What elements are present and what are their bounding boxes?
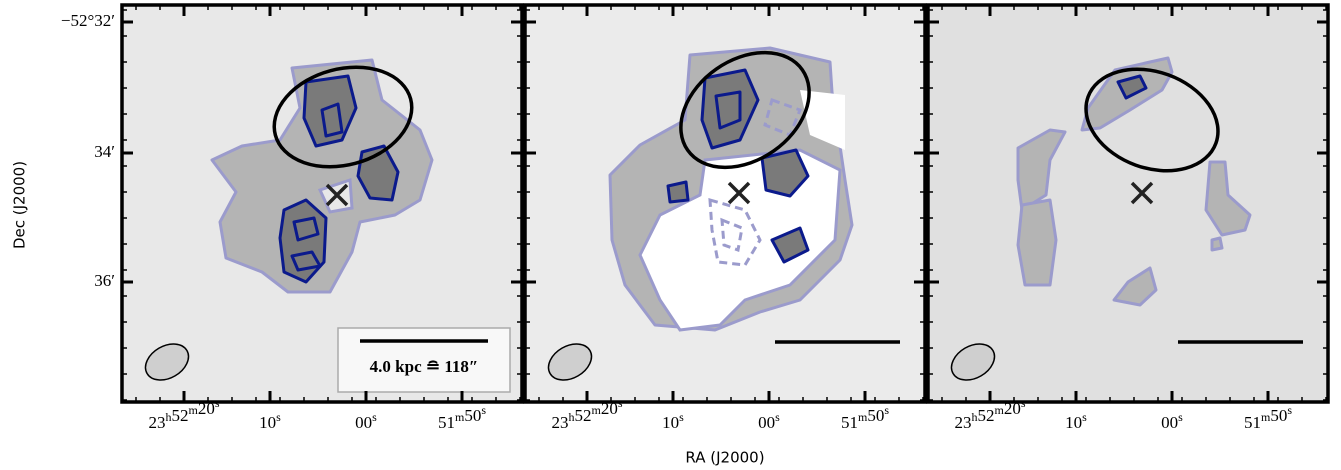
tick-unit: m [591, 403, 601, 417]
y-tick-label: −52°32′ [61, 11, 115, 30]
tick-number: 51 [438, 413, 455, 432]
tick-unit: h [165, 410, 171, 424]
panel-2-map [547, 46, 900, 381]
panel-3-map [950, 56, 1303, 381]
tick-unit: s [1287, 403, 1292, 417]
tick-unit: h [971, 410, 977, 424]
tick-number: 23 [551, 413, 568, 432]
tick-number: 00 [1161, 413, 1178, 432]
y-axis-title: Dec (J2000) [11, 161, 29, 249]
tick-unit: m [188, 403, 198, 417]
tick-number: 23 [954, 413, 971, 432]
tick-unit: m [455, 410, 465, 424]
tick-unit: m [858, 410, 868, 424]
tick-unit: m [994, 403, 1004, 417]
x-tick-label: 00s [1161, 410, 1183, 432]
tick-unit: s [1178, 410, 1183, 424]
tick-number: 52 [171, 406, 188, 425]
x-tick-label: 51m50s [841, 403, 889, 432]
x-tick-label: 10s [259, 410, 281, 432]
x-tick-label: 10s [662, 410, 684, 432]
tick-unit: s [372, 410, 377, 424]
tick-unit: s [481, 403, 486, 417]
tick-unit: s [679, 410, 684, 424]
tick-unit: s [775, 410, 780, 424]
scalebar-label: 4.0 kpc ≘ 118″ [370, 357, 479, 376]
x-tick-label: 51m50s [1244, 403, 1292, 432]
tick-number: 23 [148, 413, 165, 432]
panel-frame [120, 3, 524, 404]
tick-number: 00 [758, 413, 775, 432]
x-axis-title: RA (J2000) [685, 449, 764, 467]
tick-unit: s [1082, 410, 1087, 424]
panel-1-map: 4.0 kpc ≘ 118″ [144, 58, 511, 393]
panel-frame [926, 3, 1330, 404]
tick-unit: m [1261, 410, 1271, 424]
y-tick-label: 36′ [94, 271, 115, 290]
x-tick-label: 00s [758, 410, 780, 432]
tick-number: 00 [355, 413, 372, 432]
tick-number: 10 [1065, 413, 1082, 432]
panel-frame [523, 3, 927, 404]
tick-number: 51 [841, 413, 858, 432]
tick-number: 50 [867, 406, 884, 425]
x-tick-label: 00s [355, 410, 377, 432]
x-tick-label: 51m50s [438, 403, 486, 432]
tick-number: 10 [662, 413, 679, 432]
tick-unit: h [568, 410, 574, 424]
tick-unit: s [276, 410, 281, 424]
tick-number: 52 [574, 406, 591, 425]
tick-number: 10 [259, 413, 276, 432]
tick-number: 50 [464, 406, 481, 425]
tick-number: 51 [1244, 413, 1261, 432]
tick-unit: s [884, 403, 889, 417]
tick-number: 52 [977, 406, 994, 425]
tick-number: 50 [1270, 406, 1287, 425]
x-tick-label: 10s [1065, 410, 1087, 432]
y-tick-label: 34′ [94, 142, 115, 161]
